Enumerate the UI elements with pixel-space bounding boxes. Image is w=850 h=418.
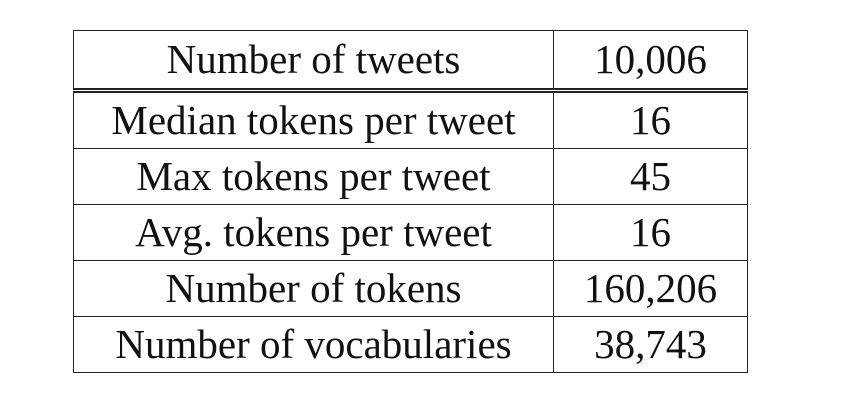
row-value: 16 [553,204,748,261]
row-label: Median tokens per tweet [73,88,554,149]
table-row-median-tokens: Median tokens per tweet 16 [73,88,748,149]
table-row-avg-tokens: Avg. tokens per tweet 16 [73,204,748,261]
row-label: Number of tokens [73,260,554,317]
row-value: 45 [553,148,748,205]
row-label: Avg. tokens per tweet [73,204,554,261]
row-value: 10,006 [553,30,748,91]
row-value: 160,206 [553,260,748,317]
row-label: Number of tweets [73,30,554,91]
table-row-max-tokens: Max tokens per tweet 45 [73,148,748,205]
row-label: Max tokens per tweet [73,148,554,205]
table-row-number-of-tokens: Number of tokens 160,206 [73,260,748,317]
table-row-number-of-tweets: Number of tweets 10,006 [73,30,748,91]
table-row-number-of-vocabularies: Number of vocabularies 38,743 [73,316,748,373]
dataset-statistics-table: Number of tweets 10,006 Median tokens pe… [73,30,748,373]
row-label: Number of vocabularies [73,316,554,373]
row-value: 38,743 [553,316,748,373]
row-value: 16 [553,88,748,149]
